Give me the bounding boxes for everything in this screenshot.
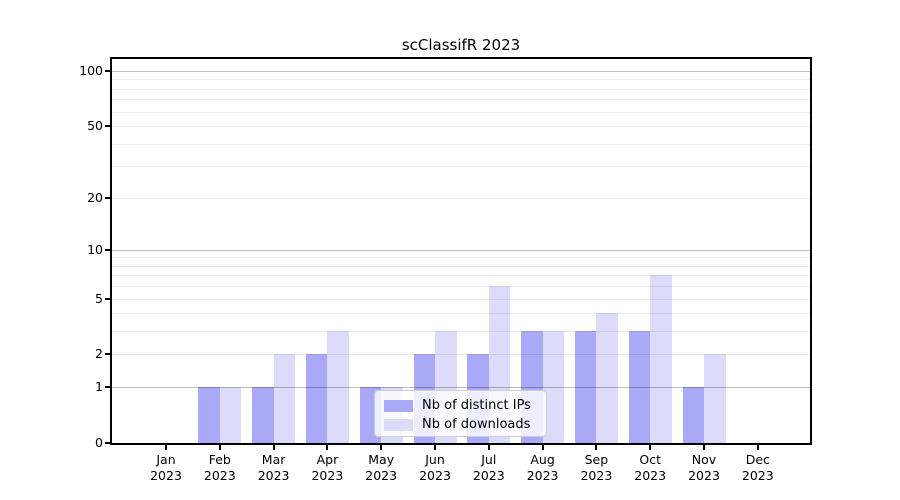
x-axis-tick <box>595 445 598 450</box>
legend-label-downloads: Nb of downloads <box>422 417 531 432</box>
y-axis-tick <box>105 248 110 251</box>
x-axis-tick-label: Aug 2023 <box>526 452 559 483</box>
x-axis-tick-label: Jan 2023 <box>150 452 182 483</box>
gridline-major <box>112 249 810 251</box>
gridline-minor <box>112 298 810 300</box>
legend-item-distinct-ips: Nb of distinct IPs <box>384 396 537 415</box>
x-axis-tick-label: Jul 2023 <box>472 452 505 483</box>
bar-downloads <box>273 354 296 443</box>
legend-swatch-downloads <box>384 418 413 431</box>
y-axis-tick <box>105 69 110 72</box>
bar-downloads <box>219 387 242 443</box>
y-axis-tick-label: 0 <box>95 435 103 450</box>
legend-item-downloads: Nb of downloads <box>384 415 537 434</box>
x-axis-tick-label: Mar 2023 <box>257 452 290 483</box>
bar-distinct-ips <box>305 354 328 443</box>
y-axis-tick <box>105 386 110 389</box>
legend-swatch-distinct-ips <box>384 399 413 412</box>
y-axis-tick <box>105 442 110 444</box>
gridline-minor <box>112 275 810 277</box>
y-axis-tick-label: 5 <box>95 290 103 306</box>
bar-distinct-ips <box>628 331 651 443</box>
chart-title: scClassifR 2023 <box>401 36 521 54</box>
x-axis-tick-label: Apr 2023 <box>311 452 344 483</box>
y-axis-tick-label: 2 <box>95 346 103 362</box>
bar-downloads <box>650 275 672 443</box>
gridline-minor <box>112 79 810 81</box>
x-axis-tick <box>649 445 652 450</box>
x-axis-tick-label: Dec 2023 <box>741 452 774 483</box>
x-axis-tick <box>541 445 544 450</box>
x-axis-tick <box>165 445 167 450</box>
x-axis-tick <box>380 445 383 450</box>
gridline-minor <box>112 99 810 101</box>
x-axis-tick <box>756 445 759 450</box>
gridline-minor <box>112 166 810 168</box>
bar-downloads <box>596 313 618 443</box>
gridline-minor <box>112 257 810 259</box>
gridline-minor <box>112 88 810 90</box>
gridline-minor <box>112 111 810 113</box>
x-axis-tick <box>487 445 490 450</box>
legend: Nb of distinct IPs Nb of downloads <box>374 390 547 437</box>
bar-distinct-ips <box>682 387 704 443</box>
bar-distinct-ips <box>198 387 220 443</box>
y-axis-tick-label: 1 <box>95 379 103 395</box>
y-axis-tick <box>105 124 110 127</box>
gridline-minor <box>112 197 810 199</box>
y-axis-tick-label: 100 <box>79 62 103 78</box>
bar-downloads <box>704 354 726 443</box>
x-axis-tick <box>434 445 436 450</box>
y-axis-tick <box>105 353 110 356</box>
y-axis-tick-label: 50 <box>87 117 103 133</box>
x-axis-tick-label: Sep 2023 <box>580 452 613 483</box>
gridline-minor <box>112 331 810 333</box>
x-axis-tick-label: Nov 2023 <box>688 452 720 483</box>
x-axis-tick-label: Jun 2023 <box>419 452 451 483</box>
gridline-minor <box>112 126 810 127</box>
x-axis-tick <box>326 445 329 450</box>
y-axis-tick-label: 10 <box>87 241 103 257</box>
bar-distinct-ips <box>252 387 274 443</box>
bar-distinct-ips <box>574 331 597 443</box>
y-axis-tick-label: 20 <box>87 189 103 205</box>
x-axis-tick <box>272 445 275 450</box>
x-axis-tick-label: Oct 2023 <box>634 452 667 483</box>
gridline-minor <box>112 265 810 267</box>
gridline-minor <box>112 286 810 288</box>
bar-downloads <box>327 331 349 443</box>
x-axis-tick <box>703 445 705 450</box>
gridline-minor <box>112 143 810 145</box>
bar-downloads <box>542 331 565 443</box>
y-axis-tick <box>105 297 110 300</box>
y-axis-tick <box>105 196 110 199</box>
x-axis-tick <box>218 445 221 450</box>
gridline-major <box>112 70 810 72</box>
x-axis-tick-label: Feb 2023 <box>203 452 236 483</box>
x-axis-tick-label: May 2023 <box>365 452 398 483</box>
gridline-minor <box>112 313 810 315</box>
legend-label-distinct-ips: Nb of distinct IPs <box>422 398 531 413</box>
